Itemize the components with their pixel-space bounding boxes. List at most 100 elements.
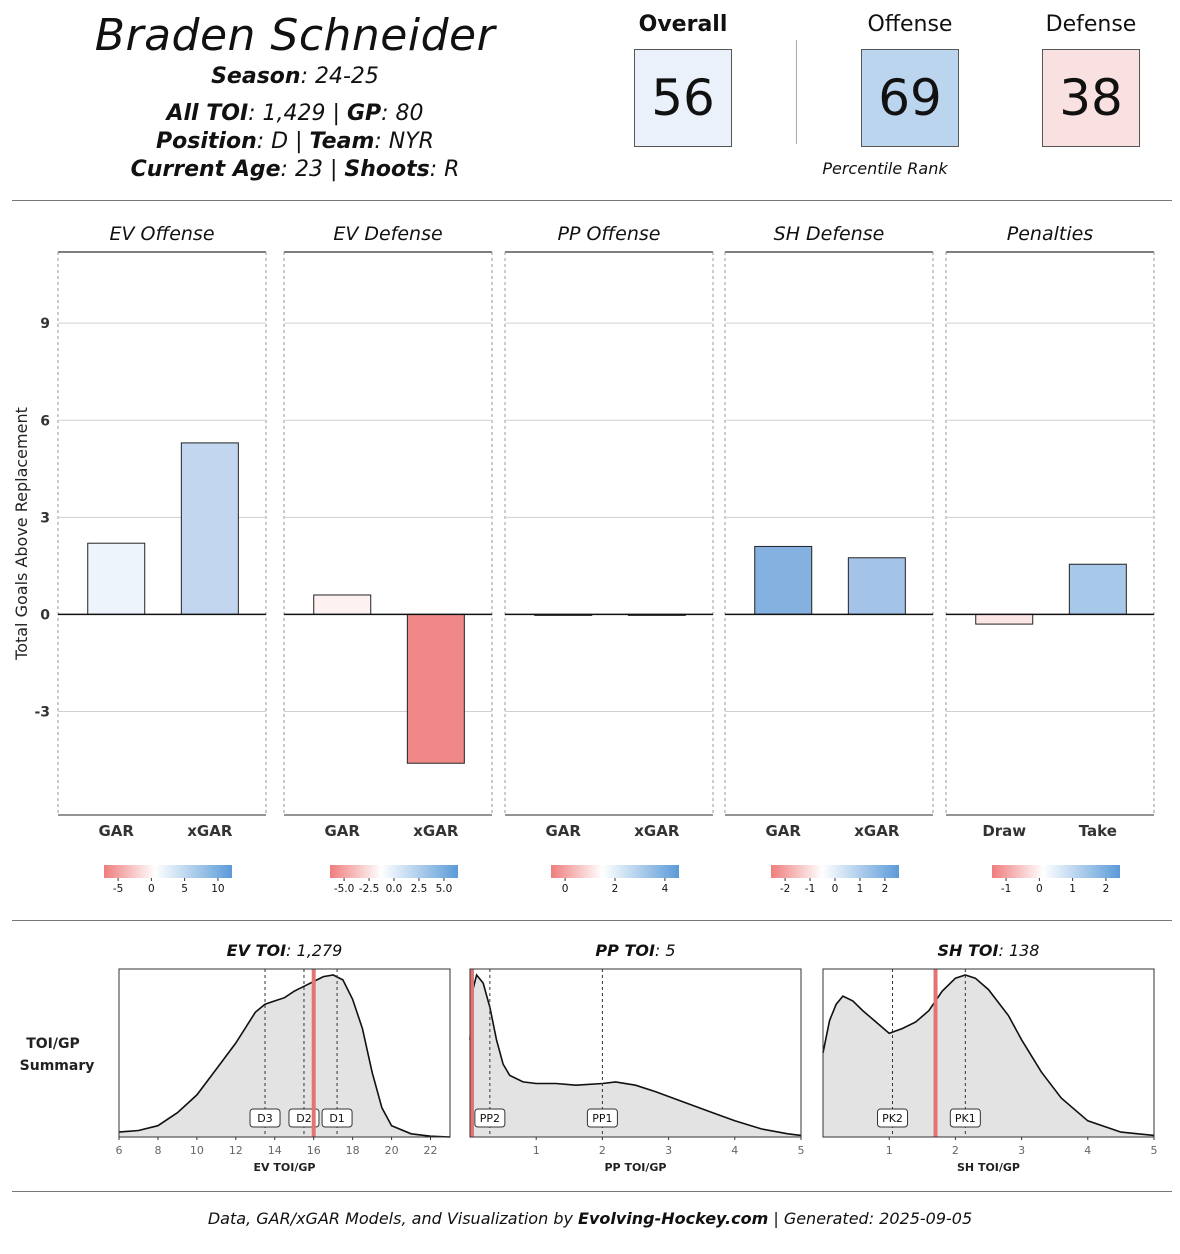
legend-tick-label: -5 [113,883,123,895]
legend-tick-label: -2 [780,883,790,895]
x-axis-title: EV TOI/GP [254,1161,316,1174]
panel-ev-offense: EV Offense GAR xGAR -5 0 5 10 [57,223,267,895]
row-label: Summary [20,1058,95,1074]
bar-gar [87,542,146,615]
x-tick-label: 18 [346,1144,360,1157]
ref-label-box [586,1108,618,1128]
bar-xgar [180,442,239,615]
x-tick-label: xGAR [187,822,233,840]
panel-title: PP Offense [558,223,661,245]
percentile-caption: Percentile Rank [822,159,948,178]
x-tick-label: 16 [307,1144,321,1157]
toi-panel-frame [469,968,802,1138]
panel-title: EV Defense [333,223,442,245]
toi-panel-ev: EV TOI: 1,279 D3 D2 D1 6 8 10 12 14 16 18 20 22 EV TO… [116,941,451,1174]
x-tick-label: 8 [154,1144,161,1157]
density-area [119,975,450,1137]
x-tick-label: 2 [599,1144,606,1157]
x-tick-label: GAR [324,822,360,840]
legend-tick-label: -5.0 [334,883,355,895]
y-tick-label: 0 [40,607,50,623]
bar-gar [313,594,372,615]
y-tick-label: 9 [40,316,50,332]
x-tick-label: 3 [665,1144,672,1157]
x-tick-label: 12 [229,1144,243,1157]
ref-label-d3: D3 [257,1112,272,1125]
ref-label-pk2: PK2 [882,1112,903,1125]
legend-tick-label: 2 [1103,883,1110,895]
footer-credit: Data, GAR/xGAR Models, and Visualization… [207,1209,973,1228]
x-tick-label: GAR [545,822,581,840]
toi-panel-frame [822,968,1155,1138]
panel-pp-offense: PP Offense GAR xGAR 0 2 4 [504,223,714,895]
ref-label-pk1: PK1 [955,1112,976,1125]
legend-tick-label: 2 [882,883,889,895]
legend-tick-label: 1 [1069,883,1076,895]
defense-label: Defense [1045,12,1137,37]
legend-tick-label: 0 [832,883,839,895]
legend-tick-label: -1 [1001,883,1011,895]
x-tick-label: Take [1079,822,1117,840]
ref-label-d2: D2 [296,1112,311,1125]
density-line [118,974,451,1138]
footer-divider [12,1191,1172,1192]
x-tick-label: 3 [1018,1144,1025,1157]
legend-tick-label: 0 [562,883,569,895]
y-tick-label: 6 [40,413,50,429]
section-divider [12,920,1172,921]
color-legend-bar [330,865,458,878]
overall-rank-box: 56 [634,49,732,147]
toi-panel-pp: PP TOI: 5 PP2 PP1 1 2 3 4 5 PP TOI/GP [469,941,805,1174]
offense-label: Offense [867,12,953,37]
x-tick-label: xGAR [413,822,459,840]
toi-panel-title: EV TOI: 1,279 [227,941,343,960]
offense-rank-box: 69 [861,49,959,147]
ref-label-pp2: PP2 [480,1112,500,1125]
x-tick-label: 5 [798,1144,805,1157]
color-legend-bar [551,865,679,878]
header-divider [12,200,1172,201]
color-legend-bar [992,865,1120,878]
bar-gar [754,545,813,615]
panel-title: EV Offense [109,223,214,245]
ref-label-box [321,1108,353,1128]
ref-label-box [249,1108,281,1128]
row-label: TOI/GP [26,1036,80,1052]
bar-xgar [847,557,906,615]
panel-sh-defense: SH Defense GAR xGAR -2 -1 0 1 2 [724,223,934,895]
density-line [469,973,802,1137]
x-tick-label: GAR [98,822,134,840]
panel-title: Penalties [1007,223,1094,245]
toi-line: All TOI: 1,429 | GP: 80 [166,101,424,126]
color-legend-bar [104,865,232,878]
x-tick-label: GAR [765,822,801,840]
x-tick-label: Draw [982,822,1026,840]
toi-panel-title: SH TOI: 138 [938,941,1040,960]
ref-label-d1: D1 [329,1112,344,1125]
bar-xgar [406,613,465,764]
ref-label-box [288,1108,320,1128]
position-line: Position: D | Team: NYR [156,129,434,154]
legend-tick-label: 2.5 [411,883,428,895]
density-area [823,975,1154,1137]
toi-panel-frame [118,968,451,1138]
x-tick-label: xGAR [854,822,900,840]
x-tick-label: 2 [952,1144,959,1157]
toi-panel-sh: SH TOI: 138 PK2 PK1 1 2 3 4 5 SH TOI/GP [822,941,1158,1174]
panel-penalties: Penalties Draw Take -1 0 1 2 [945,223,1155,895]
gar-bar-chart: Total Goals Above Replacement -3 0 3 6 9 EV Of… [12,223,1155,895]
ref-label-box [474,1108,506,1128]
x-tick-label: 22 [424,1144,438,1157]
x-tick-label: 4 [731,1144,738,1157]
x-tick-label: 4 [1084,1144,1091,1157]
legend-tick-label: 0 [1036,883,1043,895]
legend-tick-label: -1 [805,883,815,895]
x-axis-title: PP TOI/GP [604,1161,666,1174]
overall-label: Overall [638,12,728,37]
ref-label-box [877,1108,909,1128]
x-tick-label: 1 [533,1144,540,1157]
player-name: Braden Schneider [94,10,496,61]
x-tick-label: 14 [268,1144,282,1157]
bar-draw [975,613,1034,625]
density-line [822,974,1155,1137]
